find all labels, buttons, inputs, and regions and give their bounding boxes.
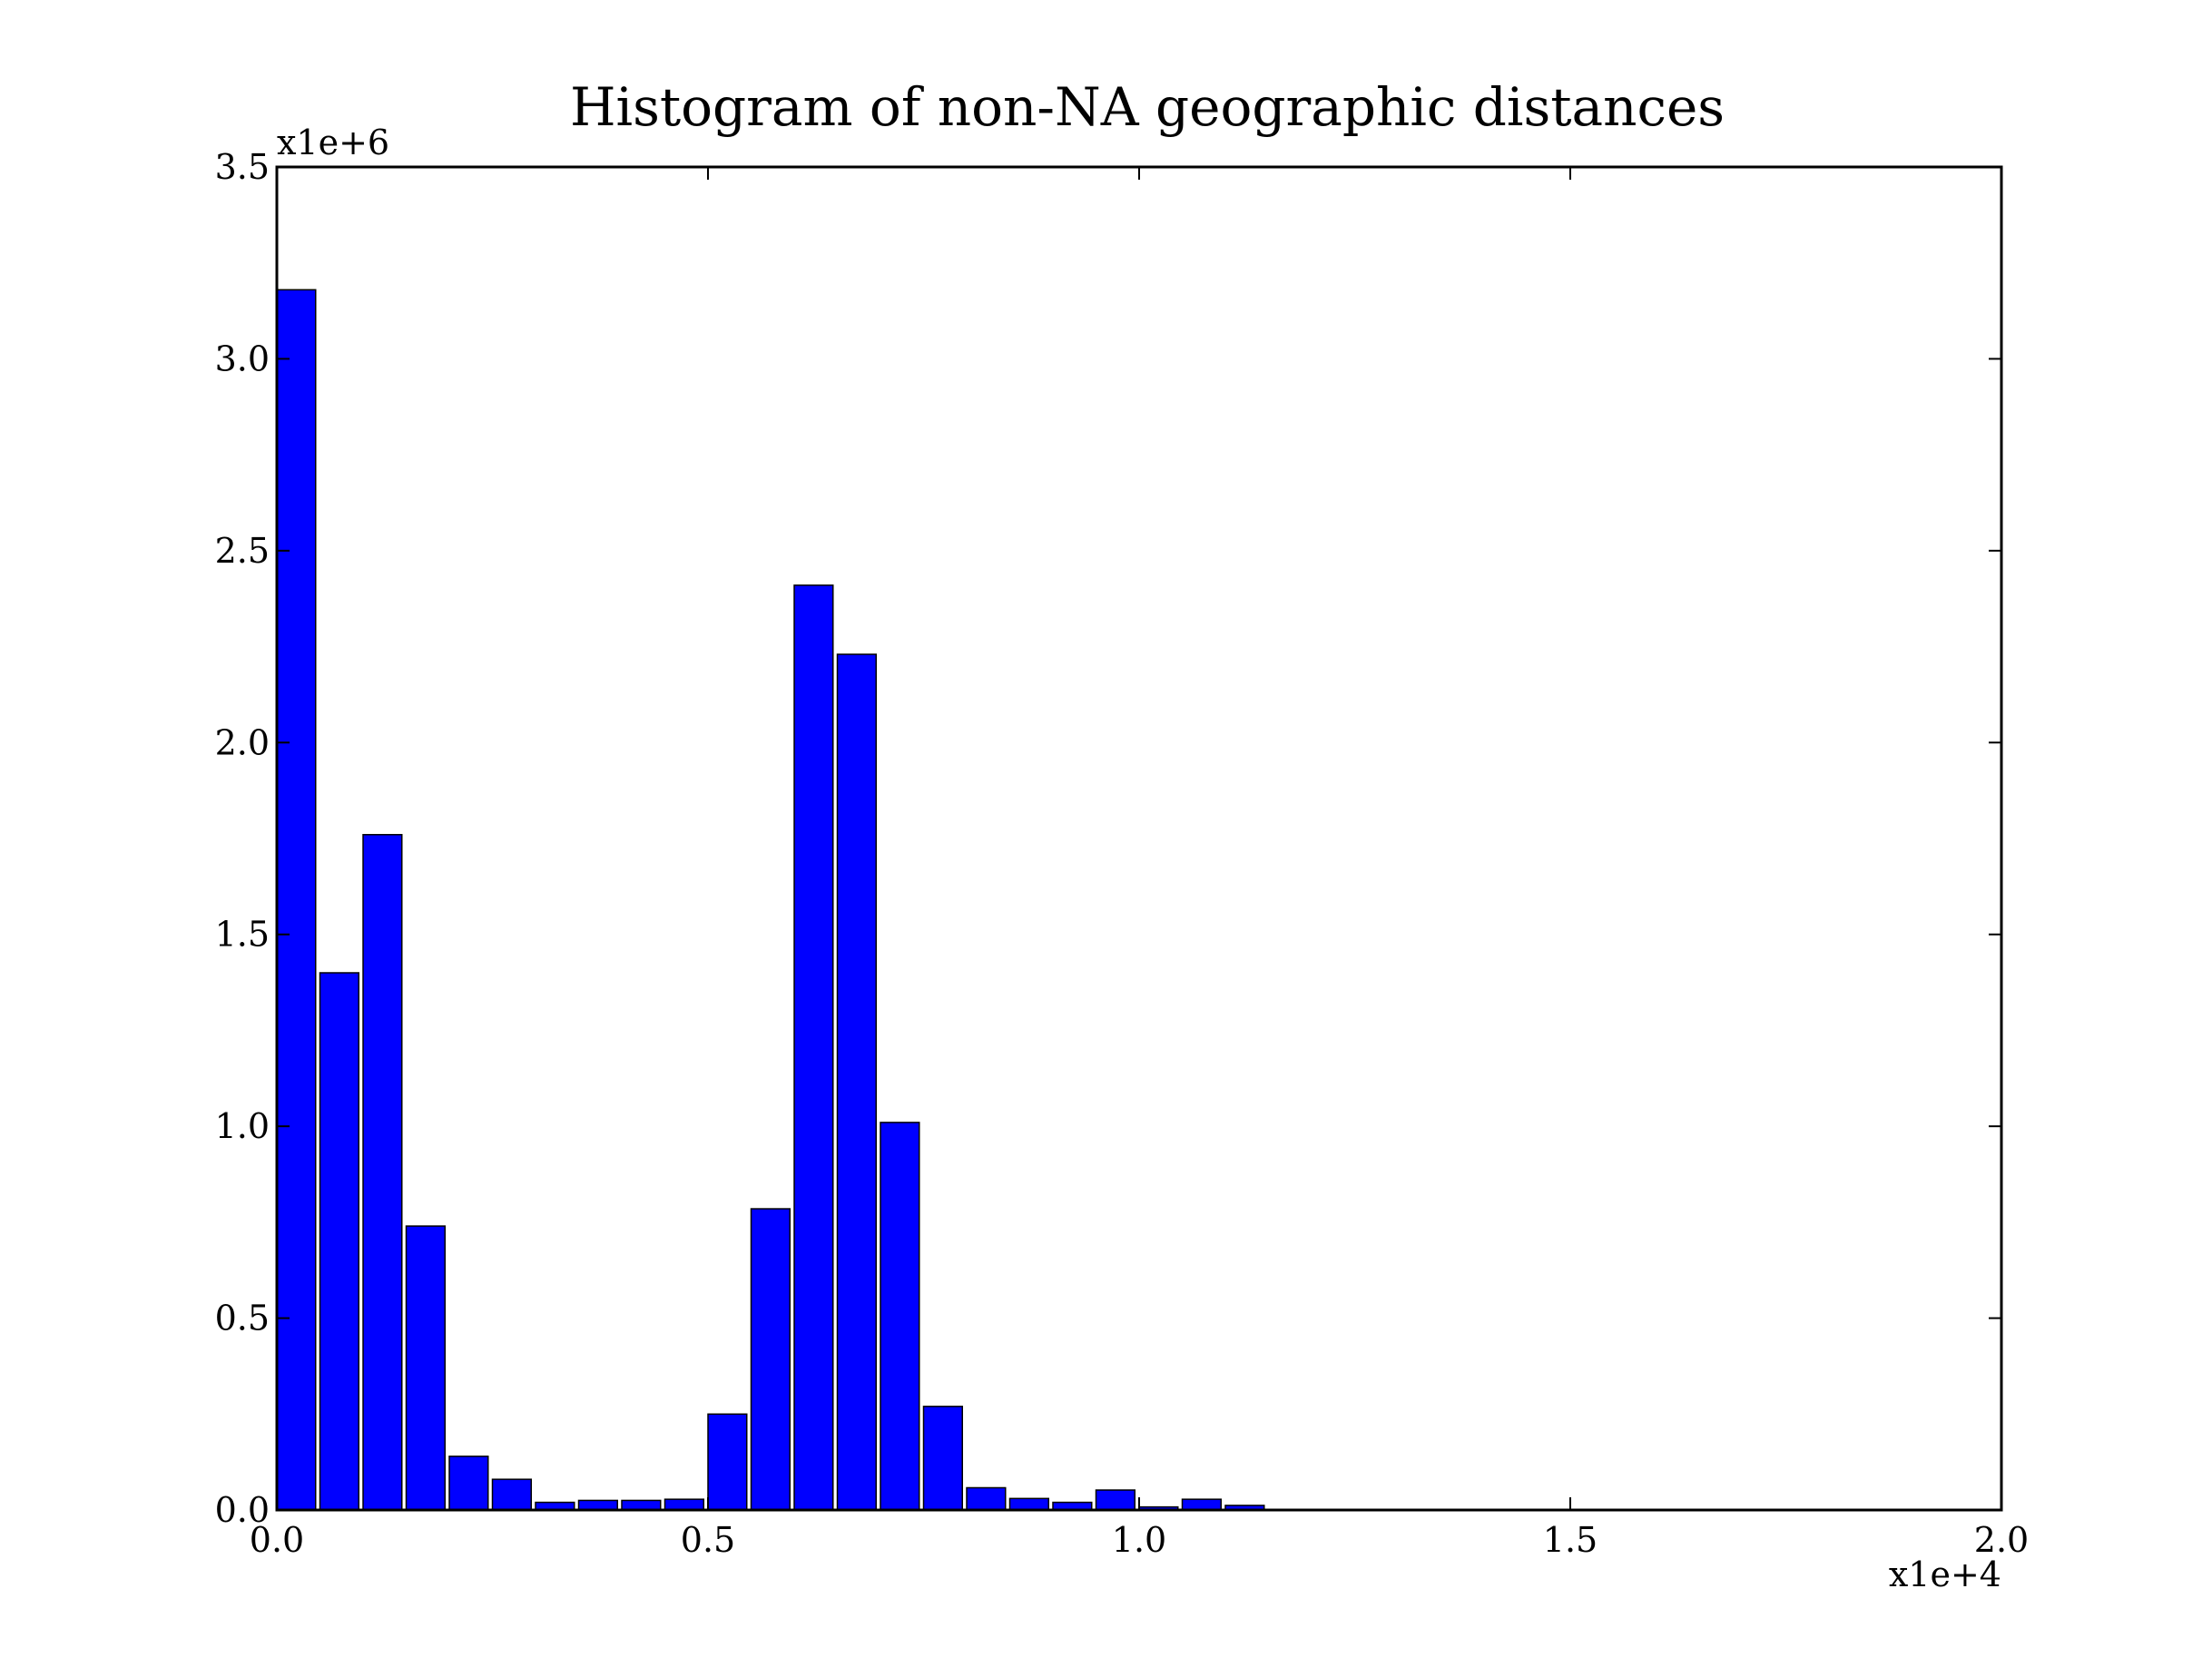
x-tick-label-4: 2.0 (1974, 1520, 2029, 1560)
histogram-bar-13 (836, 653, 877, 1511)
y-tick-label-4: 2.0 (215, 722, 270, 762)
histogram-bar-15 (922, 1406, 963, 1511)
histogram-bar-1 (319, 972, 359, 1511)
histogram-bar-2 (362, 834, 403, 1511)
histogram-bar-12 (793, 584, 834, 1511)
histogram-bar-11 (750, 1208, 791, 1511)
y-tick-label-0: 0.0 (215, 1490, 270, 1530)
bars-group (276, 289, 1265, 1511)
x-tick-label-3: 1.5 (1543, 1520, 1598, 1560)
y-tick-label-5: 2.5 (215, 531, 270, 571)
y-tick-label-6: 3.0 (215, 338, 270, 378)
histogram-bar-21 (1181, 1498, 1222, 1511)
plot-frame (275, 165, 2003, 1512)
y-tick-label-1: 0.5 (215, 1299, 270, 1339)
x-offset-label: x1e+4 (1889, 1554, 2001, 1594)
histogram-bar-19 (1095, 1489, 1135, 1511)
y-tick-label-2: 1.0 (215, 1106, 270, 1146)
x-tick-label-2: 1.0 (1112, 1520, 1166, 1560)
y-offset-label: x1e+6 (277, 123, 389, 162)
histogram-bar-10 (707, 1413, 748, 1511)
histogram-bar-8 (621, 1499, 662, 1511)
tick-labels-group: 0.0 0.5 1.0 1.5 2.0 0.0 0.5 1.0 1.5 2.0 2.5 3.0 3.5 (215, 147, 2030, 1560)
histogram-bar-5 (491, 1478, 532, 1511)
histogram-bar-9 (664, 1498, 704, 1511)
histogram-bar-0 (276, 289, 317, 1511)
histogram-bar-14 (880, 1122, 920, 1511)
chart-title: Histogram of non-NA geographic distances (570, 76, 1725, 138)
x-tick-label-0: 0.0 (250, 1520, 304, 1560)
histogram-bar-7 (577, 1499, 618, 1511)
histogram-bar-4 (448, 1456, 489, 1511)
y-tick-label-7: 3.5 (215, 147, 270, 187)
histogram-bar-17 (1008, 1497, 1049, 1511)
histogram-bar-3 (405, 1225, 446, 1511)
histogram-bar-16 (966, 1486, 1007, 1511)
ticks-group (276, 166, 2002, 1511)
y-tick-label-3: 1.5 (215, 915, 270, 955)
x-tick-label-1: 0.5 (681, 1520, 735, 1560)
